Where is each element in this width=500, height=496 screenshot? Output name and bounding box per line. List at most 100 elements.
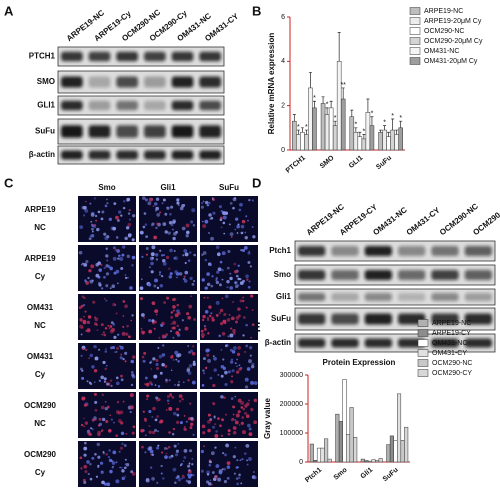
cell [166,206,170,210]
cell [87,315,92,319]
cell [104,401,107,403]
cell [115,461,118,464]
cell [176,303,180,307]
chart-title: Protein Expression [323,358,396,367]
cell [105,419,109,424]
cell [93,381,96,383]
cell [225,344,228,348]
cell [201,424,206,429]
band [298,246,326,256]
blot-strip [57,118,225,145]
cell [86,429,91,434]
bar [309,443,314,463]
cell [150,270,154,274]
cell [158,420,162,424]
cell [91,428,94,431]
cell [91,456,95,460]
cell [175,354,178,357]
error-bar [358,131,362,137]
cell [153,320,157,324]
cell [117,411,121,415]
error-bar [391,118,395,131]
cell [206,348,210,352]
cell [240,401,245,406]
cell [171,228,174,231]
cell [103,297,106,300]
cell [158,336,161,339]
cell [236,358,238,361]
cell [236,370,240,374]
cell [187,473,190,477]
cell [251,199,254,202]
band [88,150,111,160]
protein-label: Smo [274,270,291,279]
cell [166,399,170,402]
cell [184,326,189,331]
cell [237,345,242,350]
cell [221,278,224,281]
cell [131,471,136,476]
cell [151,245,156,250]
band [298,313,326,325]
row-label: NC [34,419,46,428]
cell [237,476,241,480]
cell [234,217,239,221]
cell [151,301,156,306]
cell [168,267,171,270]
cell [244,411,248,416]
cell [130,359,135,364]
cell [146,398,148,401]
band [144,125,166,138]
cell [89,202,92,205]
cell [247,285,251,289]
cell [120,421,124,425]
cell [147,282,152,287]
cell [161,321,165,326]
cell [183,249,188,253]
cell [235,413,240,418]
significance-mark: * [326,102,329,109]
cell [231,369,235,373]
legend-label: ARPE19-20μM Cy [424,18,482,25]
cell [148,446,153,451]
cell [232,455,236,459]
cell [84,279,87,282]
significance-mark: * [383,119,386,126]
bar [393,440,398,463]
cell [176,198,180,202]
cell [113,335,117,340]
cell [153,284,157,288]
cell [235,274,239,278]
cell [178,272,183,276]
cell [229,360,234,364]
cell [96,442,101,447]
cell [141,313,145,317]
cell [185,234,189,238]
band [464,293,492,301]
bar [364,460,369,463]
cell [148,318,152,323]
cell [143,316,146,319]
cell [94,214,98,218]
cell [221,251,226,256]
cell [128,218,131,221]
cell [208,314,212,318]
cell [105,453,109,456]
cell [187,480,192,484]
cell [220,322,224,326]
cell [170,369,173,372]
cell [159,249,162,252]
cell [83,425,86,428]
cell [234,446,237,449]
cell [151,453,154,456]
row-label: ARPE19 [24,205,56,214]
cell [181,319,184,322]
cell [124,475,127,478]
legend-swatch [409,37,421,45]
cell [202,251,207,255]
cell [167,402,170,405]
cell [155,362,159,367]
cell [176,407,180,411]
cell [88,237,92,241]
cell [110,346,113,350]
